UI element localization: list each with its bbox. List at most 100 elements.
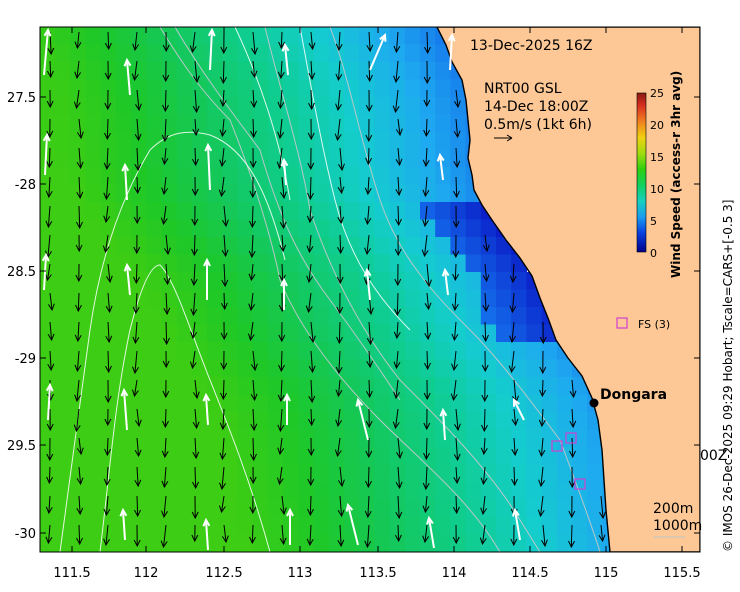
wind-speed-cell — [404, 114, 421, 133]
station-marker[interactable] — [551, 440, 563, 452]
wind-speed-cell — [404, 44, 421, 63]
wind-vector — [392, 89, 400, 114]
wind-vector — [219, 466, 226, 491]
wind-speed-cell — [116, 27, 132, 46]
wind-speed-cell — [222, 517, 239, 536]
wind-vector — [132, 292, 140, 315]
wind-speed-cell — [176, 429, 193, 448]
wind-speed-cell — [146, 394, 163, 413]
wind-speed-cell — [268, 412, 284, 431]
wind-speed-cell — [252, 429, 269, 448]
wind-speed-cell — [192, 254, 208, 273]
wind-speed-cell — [374, 482, 391, 501]
valid-time: 14-Dec 18:00Z — [484, 99, 588, 115]
wind-speed-cell — [435, 324, 451, 343]
wind-speed-cell — [511, 324, 527, 343]
wind-vector — [307, 176, 314, 201]
wind-speed-cell — [237, 394, 254, 413]
wind-vector — [162, 60, 170, 83]
wind-speed-cell — [207, 342, 223, 361]
wind-speed-cell — [389, 412, 406, 431]
wind-speed-cell — [450, 289, 467, 308]
wind-speed-cell — [572, 429, 588, 448]
wind-speed-cell — [420, 149, 436, 168]
station-marker[interactable] — [574, 478, 586, 490]
wind-speed-cell — [55, 237, 71, 256]
wind-vector — [76, 524, 83, 546]
y-tick-label: 27.5 — [7, 91, 36, 106]
wind-speed-cell — [344, 237, 360, 256]
wind-speed-cell — [131, 272, 147, 291]
wind-speed-cell — [404, 464, 421, 483]
wind-speed-cell — [222, 394, 239, 413]
wind-speed-cell — [526, 412, 543, 431]
wind-speed-cell — [556, 499, 573, 518]
wind-vector — [278, 350, 285, 373]
wind-speed-cell — [450, 167, 467, 186]
wind-speed-cell — [450, 412, 467, 431]
wind-speed-cell — [222, 62, 239, 81]
wind-vector — [306, 205, 314, 224]
wind-speed-cell — [374, 132, 391, 151]
wind-speed-cell — [131, 219, 147, 238]
wind-vector — [192, 118, 200, 137]
town-marker[interactable] — [589, 398, 599, 408]
x-tick-label: 114.5 — [511, 566, 548, 581]
wind-vector — [191, 495, 199, 520]
wind-vector — [537, 495, 545, 518]
wind-speed-cell — [176, 132, 193, 151]
station-marker[interactable] — [616, 317, 628, 329]
wind-speed-cell — [374, 394, 391, 413]
wind-speed-cell — [116, 167, 132, 186]
wind-speed-cell — [55, 447, 71, 466]
wind-speed-cell — [146, 324, 163, 343]
wind-speed-cell — [116, 429, 132, 448]
wind-speed-cell — [161, 149, 178, 168]
wind-speed-cell — [237, 149, 254, 168]
wind-speed-cell — [252, 464, 269, 483]
wind-speed-cell — [344, 27, 360, 46]
wind-speed-cell — [496, 447, 512, 466]
wind-speed-cell — [465, 412, 482, 431]
wind-speed-cell — [222, 482, 239, 501]
wind-speed-cell — [556, 464, 573, 483]
station-marker[interactable] — [565, 432, 577, 444]
wind-speed-cell — [131, 27, 147, 46]
wind-vector — [539, 350, 547, 375]
wind-vector — [568, 495, 576, 519]
wind-vector — [190, 321, 198, 340]
wind-speed-cell — [344, 79, 360, 98]
wind-vector — [480, 466, 488, 486]
wind-speed-cell — [328, 482, 345, 501]
wind-speed-cell — [435, 62, 451, 81]
wind-vector — [366, 321, 374, 346]
wind-vector — [46, 60, 54, 79]
wind-vector — [191, 205, 199, 227]
wind-speed-cell — [85, 97, 102, 116]
wind-speed-cell — [359, 377, 375, 396]
x-tick-label: 114 — [442, 566, 467, 581]
wind-speed-cell — [344, 62, 360, 81]
wind-vector — [454, 408, 461, 432]
wind-speed-cell — [450, 114, 467, 133]
wind-speed-cell — [283, 27, 299, 46]
wind-speed-cell — [298, 412, 315, 431]
wind-speed-cell — [55, 184, 71, 203]
wind-speed-cell — [207, 534, 223, 552]
wind-speed-cell — [207, 132, 223, 151]
wind-vector — [131, 60, 139, 82]
wind-speed-cell — [328, 219, 345, 238]
wind-speed-cell — [55, 342, 71, 361]
wind-speed-cell — [237, 377, 254, 396]
wind-speed-cell — [404, 429, 421, 448]
wind-speed-cell — [252, 412, 269, 431]
wind-vector — [191, 524, 199, 543]
wind-speed-cell — [116, 412, 132, 431]
wind-vector — [335, 60, 343, 82]
wind-speed-cell — [389, 184, 406, 203]
wind-vector — [45, 495, 53, 515]
wind-speed-cell — [268, 307, 284, 326]
wind-speed-cell — [374, 114, 391, 133]
wind-speed-cell — [146, 359, 163, 378]
wind-speed-cell — [465, 464, 482, 483]
